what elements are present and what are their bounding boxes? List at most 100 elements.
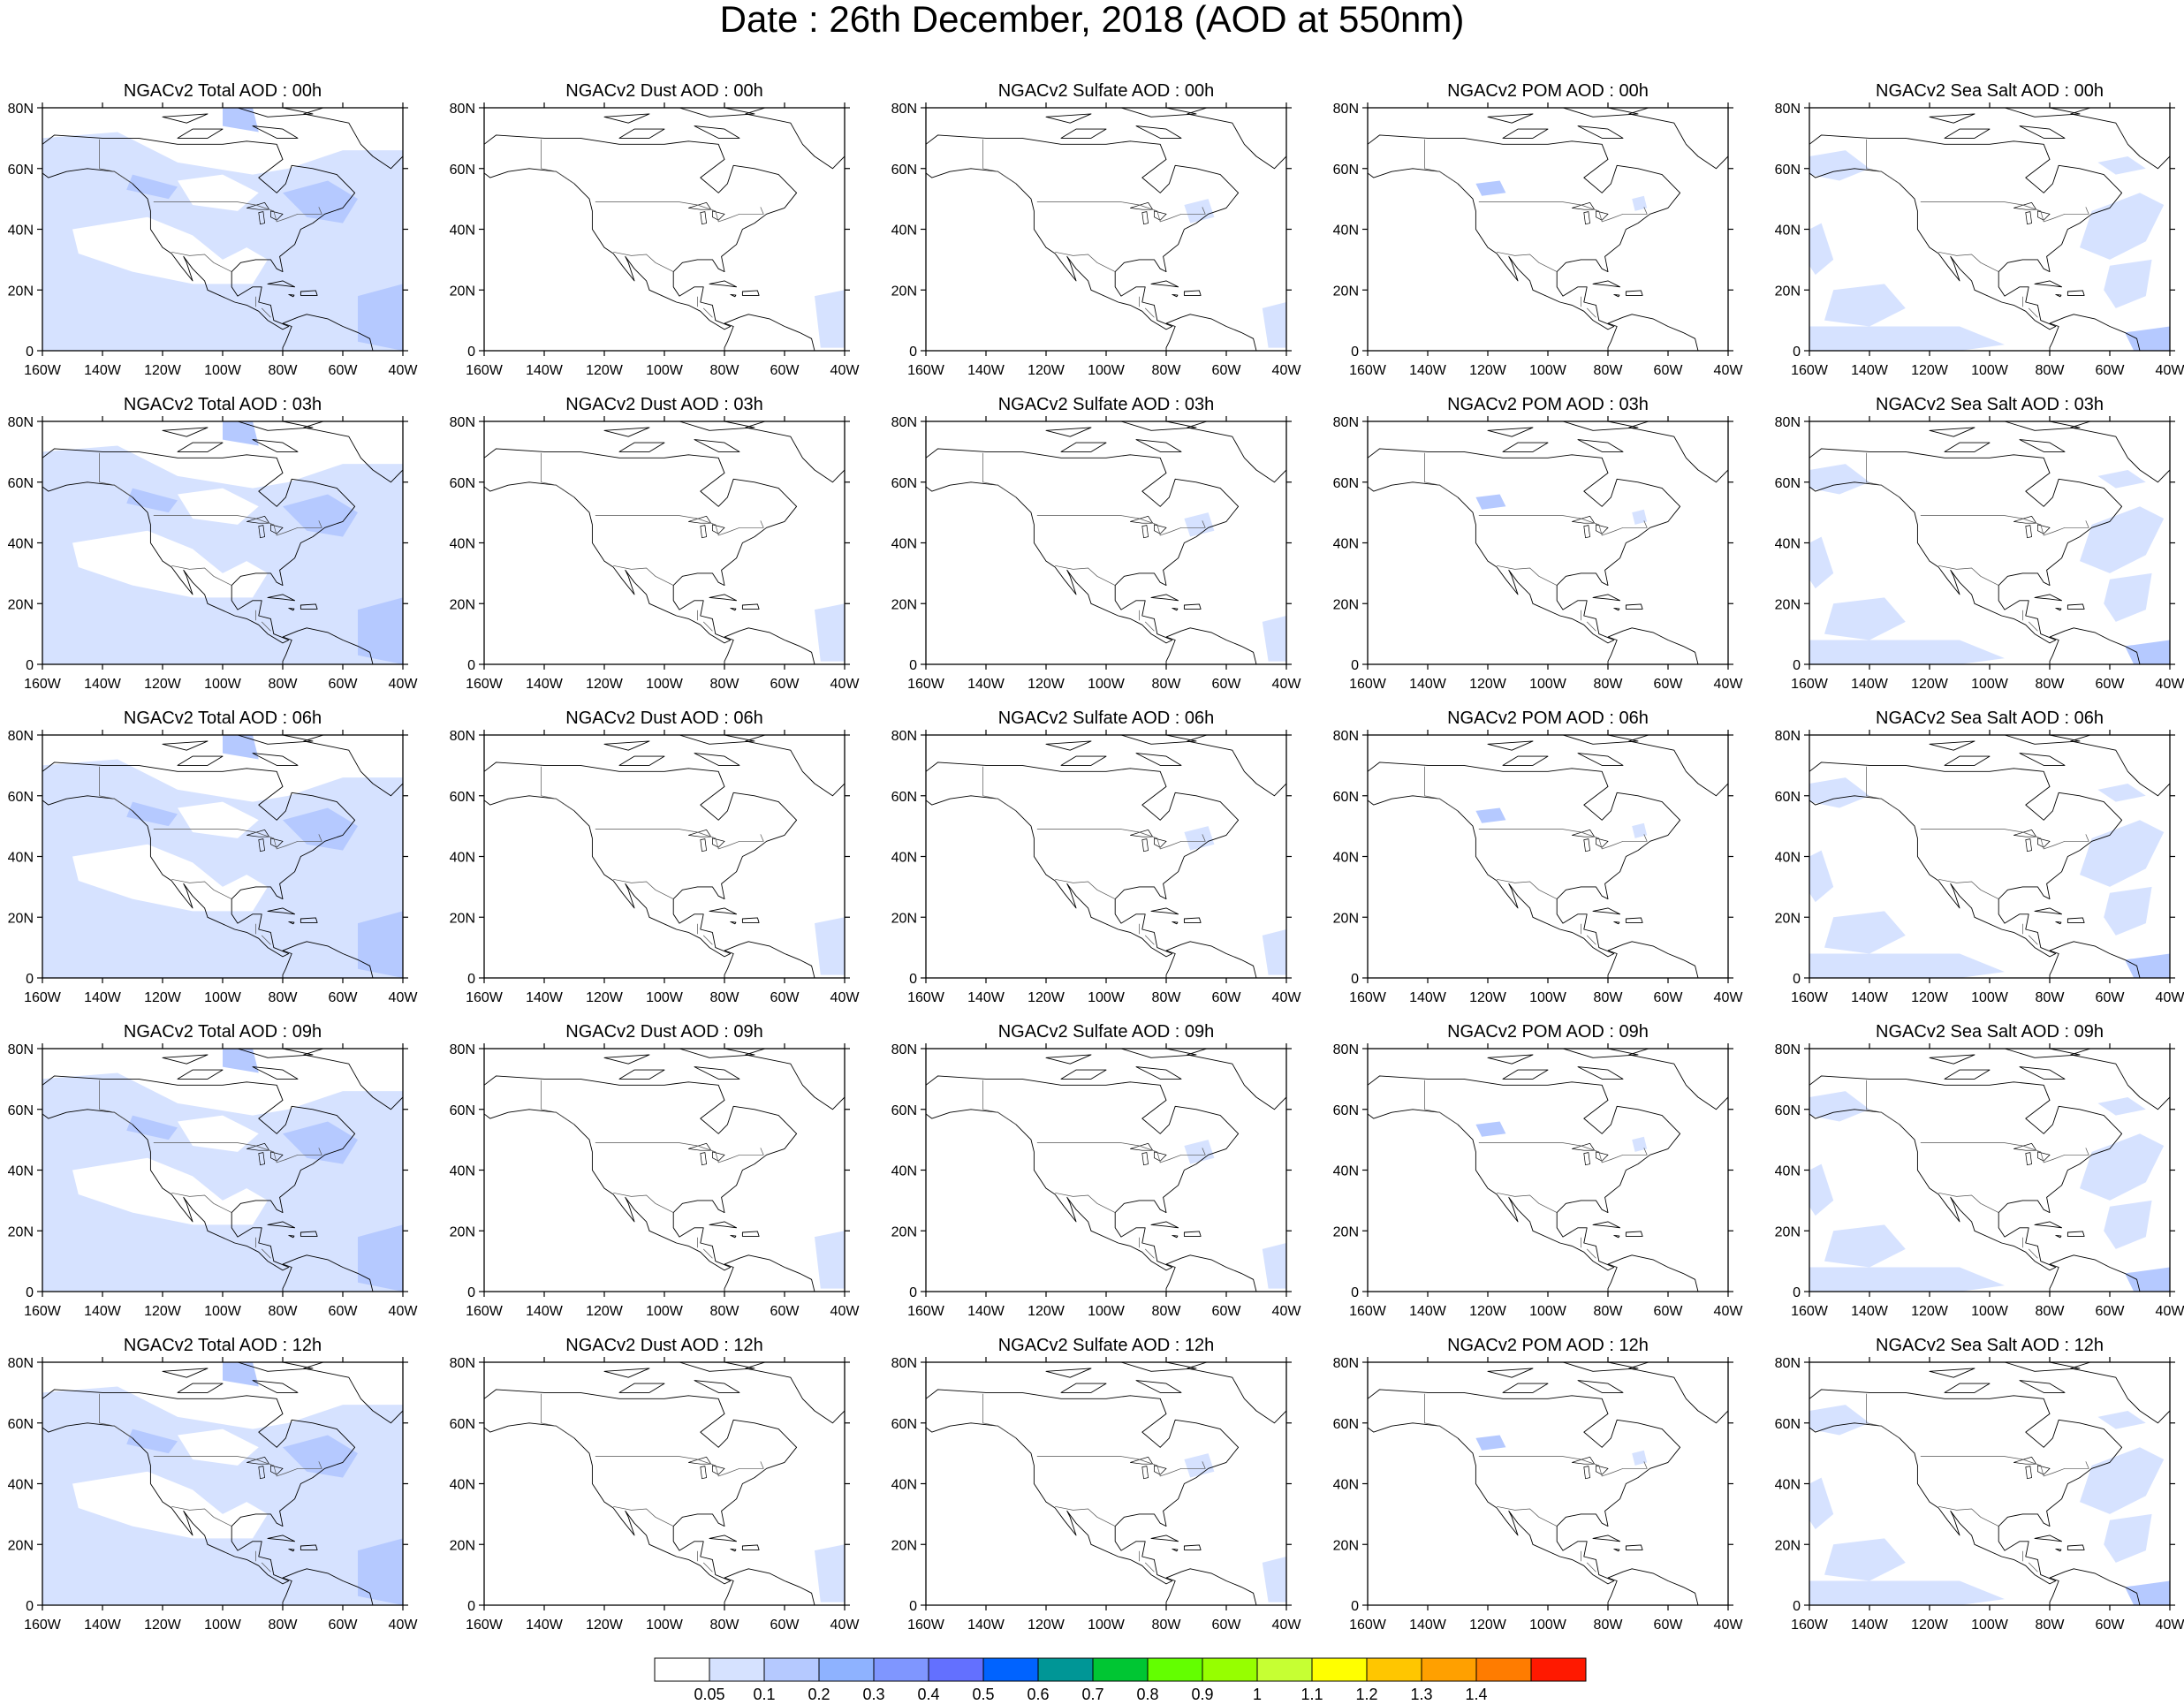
coastline [2066, 1544, 2085, 1550]
aod-area [1809, 150, 1869, 181]
aod-field [1809, 421, 2170, 664]
lat-tick-label: 0 [1793, 345, 1801, 360]
coastline [926, 448, 1240, 644]
aod-area [1475, 1121, 1506, 1137]
map-panel-total-00h: NGACv2 Total AOD : 00h 80N 60N 40N 20N 0 160W 1… [8, 81, 419, 378]
map-panel-sulfate-03h: NGACv2 Sulfate AOD : 03h 80N 60N 40N 20N 0 160… [891, 395, 1302, 692]
aod-field [926, 1049, 1286, 1292]
colorbar-label: 0.4 [917, 1686, 940, 1703]
aod-field [42, 1049, 403, 1292]
lon-tick-label: 100W [1529, 1304, 1567, 1319]
country-border [1866, 452, 1900, 498]
map-svg: 80N 60N 40N 20N 0 160W 140W 120W 100W 80W 60W 40W [8, 102, 419, 378]
coastline [2004, 1362, 2081, 1372]
lon-tick-label: 120W [586, 677, 624, 692]
lat-tick-label: 80N [891, 1356, 917, 1371]
coastline [1613, 1234, 1620, 1239]
lat-tick-label: 0 [26, 658, 34, 673]
lat-tick-label: 0 [1793, 658, 1801, 673]
colorbar-swatch [1366, 1657, 1422, 1682]
coastline [303, 108, 403, 170]
aod-area [1809, 850, 1834, 903]
aod-area [1262, 929, 1286, 975]
lat-tick-label: 0 [1351, 345, 1359, 360]
coastline [618, 442, 665, 452]
lat-tick-label: 60N [8, 476, 34, 491]
coastline [484, 448, 798, 644]
lon-tick-label: 140W [84, 1618, 122, 1633]
coastline [2019, 125, 2066, 139]
coastline [1607, 1568, 1699, 1605]
lat-tick-label: 60N [1775, 476, 1801, 491]
coastline [603, 113, 650, 124]
coastline [267, 594, 296, 602]
country-border [171, 1192, 232, 1213]
lon-tick-label: 160W [466, 1304, 504, 1319]
lon-tick-label: 140W [526, 363, 564, 378]
coastline [42, 1389, 356, 1585]
aod-field [1809, 735, 2170, 978]
coastline [1592, 907, 1621, 915]
coastline [2004, 735, 2081, 745]
lat-tick-label: 60N [450, 1103, 475, 1118]
lake-outline [1141, 1466, 1149, 1480]
coastline [2004, 108, 2081, 117]
lon-tick-label: 60W [770, 1618, 800, 1633]
lon-tick-label: 160W [466, 1618, 504, 1633]
lat-tick-label: 20N [1333, 1538, 1359, 1553]
country-border [1036, 201, 1206, 223]
country-border [702, 935, 713, 945]
lon-tick-label: 80W [1152, 990, 1182, 1005]
coastline [694, 439, 740, 452]
coastline [2049, 941, 2141, 978]
aod-area [126, 488, 178, 513]
country-border [1144, 1562, 1155, 1572]
coastline [1607, 314, 1699, 351]
country-border [982, 452, 1017, 498]
coastline [741, 1544, 760, 1550]
panel-title: NGACv2 Dust AOD : 12h [565, 1336, 763, 1355]
lake-outline [1141, 1152, 1149, 1166]
lon-tick-label: 140W [967, 990, 1005, 1005]
lon-tick-label: 60W [770, 363, 800, 378]
aod-area [1809, 1091, 1869, 1122]
coastline [1187, 421, 1286, 483]
lon-tick-label: 120W [1469, 1618, 1507, 1633]
coastline [2055, 1234, 2062, 1239]
panel-title: NGACv2 Total AOD : 03h [123, 395, 322, 414]
coastline [1187, 1362, 1286, 1424]
lon-tick-label: 60W [2096, 1618, 2126, 1633]
country-border [702, 1248, 713, 1259]
colorbar-swatch [1092, 1657, 1149, 1682]
country-border [982, 139, 1017, 185]
coastline [1809, 762, 2123, 958]
aod-area [1824, 284, 1906, 327]
map-svg: 80N 60N 40N 20N 0 160W 140W 120W 100W 80W 60W 40W [8, 415, 419, 692]
lon-tick-label: 100W [646, 1304, 684, 1319]
lat-tick-label: 80N [1333, 102, 1359, 117]
lon-tick-label: 60W [1654, 990, 1684, 1005]
coastline [1120, 108, 1197, 117]
lon-tick-label: 80W [269, 1304, 299, 1319]
aod-area [2125, 326, 2170, 351]
lon-tick-label: 100W [204, 1618, 242, 1633]
aod-area [1632, 1450, 1648, 1466]
lon-tick-label: 40W [830, 363, 861, 378]
coastline [679, 1362, 755, 1372]
lon-tick-label: 140W [1409, 1304, 1447, 1319]
lon-tick-label: 60W [770, 677, 800, 692]
lat-tick-label: 0 [909, 1285, 917, 1300]
aod-area [815, 1544, 845, 1603]
coastline [1809, 448, 2123, 644]
aod-area [2097, 1411, 2146, 1429]
lat-tick-label: 20N [1333, 1224, 1359, 1239]
coastline [288, 1234, 295, 1239]
panel-title: NGACv2 Total AOD : 00h [123, 81, 322, 101]
lat-tick-label: 60N [8, 790, 34, 805]
lat-tick-label: 40N [1775, 1164, 1801, 1179]
colorbar-label: 0.8 [1136, 1686, 1159, 1703]
aod-area [1809, 1580, 2005, 1605]
coastline [1625, 917, 1643, 923]
country-border [595, 829, 764, 850]
lon-tick-label: 60W [329, 363, 359, 378]
